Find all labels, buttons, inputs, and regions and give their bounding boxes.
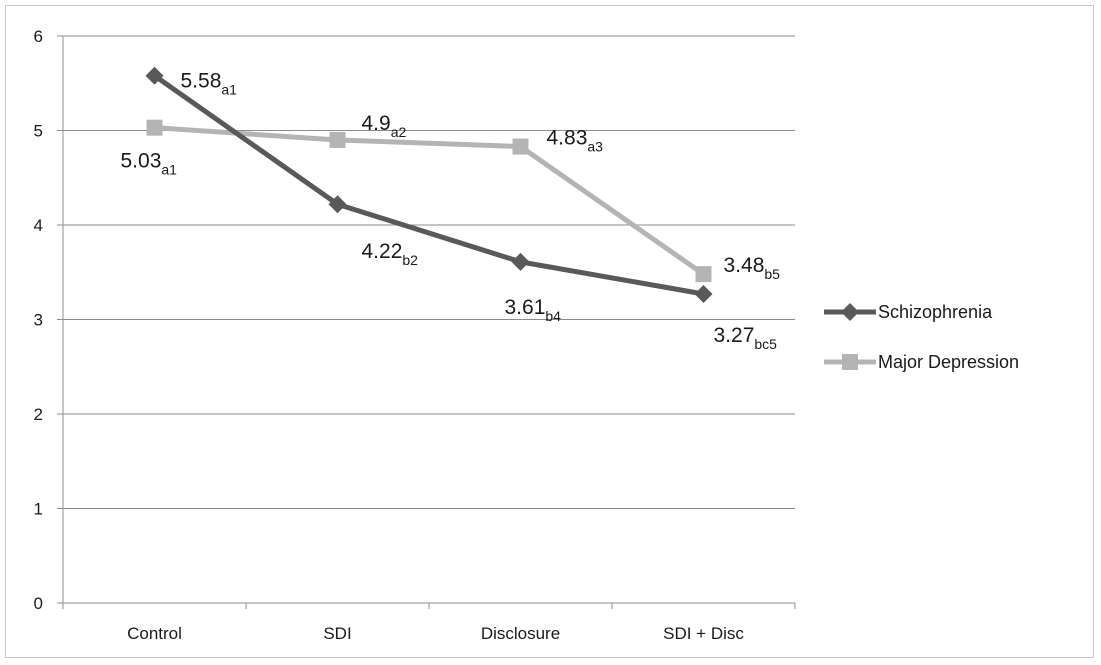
legend: Schizophrenia Major Depression xyxy=(824,302,1019,372)
data-label: 4.83a3 xyxy=(547,127,604,155)
diamond-marker xyxy=(328,195,347,214)
data-label: 3.48b5 xyxy=(724,254,781,282)
legend-label: Major Depression xyxy=(878,352,1019,372)
y-tick-label: 2 xyxy=(34,405,43,424)
square-marker xyxy=(842,354,858,370)
data-label: 3.61b4 xyxy=(505,296,562,324)
line-chart: 0 1 2 3 4 5 6 Control SDI Disclosure SDI + Disc 5.… xyxy=(34,27,1020,643)
data-labels: 5.58a1 4.22b2 3.61b4 3.27bc5 5.03a1 4.9a2 4.83… xyxy=(121,70,781,352)
y-tick-label: 3 xyxy=(34,311,43,330)
x-tick-label: SDI + Disc xyxy=(663,624,744,643)
square-marker xyxy=(329,131,346,148)
axes: 0 1 2 3 4 5 6 Control SDI Disclosure SDI + Disc xyxy=(34,27,796,643)
y-tick-label: 4 xyxy=(34,216,43,235)
y-tick-label: 1 xyxy=(34,500,43,519)
x-tick-label: Disclosure xyxy=(481,624,560,643)
series-line xyxy=(153,73,704,297)
diamond-marker xyxy=(145,66,164,85)
y-tick-label: 5 xyxy=(34,122,43,141)
square-marker xyxy=(695,266,712,283)
data-label: 5.58a1 xyxy=(181,70,238,98)
square-marker xyxy=(146,119,163,136)
data-label: 3.27bc5 xyxy=(714,324,778,352)
data-label: 5.03a1 xyxy=(121,150,178,178)
y-tick-label: 6 xyxy=(34,27,43,46)
y-tick-label: 0 xyxy=(34,594,43,613)
data-label: 4.22b2 xyxy=(362,240,419,268)
data-label: 4.9a2 xyxy=(362,112,407,140)
diamond-marker xyxy=(841,303,859,321)
series-line xyxy=(154,125,705,277)
x-tick-label: SDI xyxy=(323,624,351,643)
diamond-marker xyxy=(694,284,713,303)
x-tick-label: Control xyxy=(127,624,182,643)
diamond-marker xyxy=(511,252,530,271)
series-lines xyxy=(145,66,713,303)
chart-frame: 0 1 2 3 4 5 6 Control SDI Disclosure SDI + Disc 5.… xyxy=(5,5,1094,658)
square-marker xyxy=(512,138,529,155)
gridlines xyxy=(63,35,795,509)
legend-label: Schizophrenia xyxy=(878,302,993,322)
